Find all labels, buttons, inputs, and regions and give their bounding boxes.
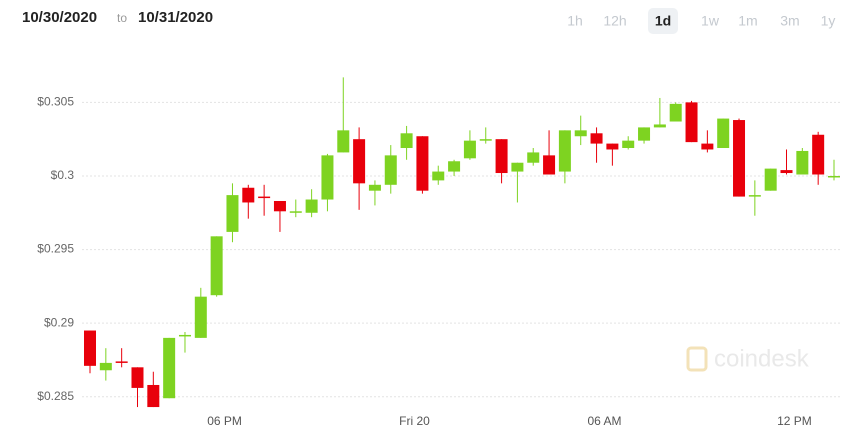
date-to: 10/31/2020 xyxy=(138,9,213,26)
date-to-word: to xyxy=(117,11,127,25)
watermark: coindesk xyxy=(714,345,810,372)
range-button[interactable]: 3m xyxy=(780,13,799,29)
candle-body xyxy=(511,162,524,172)
candle-body xyxy=(733,120,746,197)
candle-body xyxy=(828,175,840,178)
candle-body xyxy=(796,150,809,175)
y-tick-label: $0.295 xyxy=(37,242,74,256)
date-from: 10/30/2020 xyxy=(22,9,97,26)
range-button[interactable]: 1m xyxy=(738,13,757,29)
candle-body xyxy=(115,361,128,363)
candle-body xyxy=(258,196,271,199)
candle-body xyxy=(606,143,619,150)
x-tick-label: Fri 20 xyxy=(399,414,430,428)
y-tick-label: $0.285 xyxy=(37,389,74,403)
candle-body xyxy=(495,139,508,174)
candle-body xyxy=(448,161,461,172)
candle-body xyxy=(337,130,350,153)
candle-body xyxy=(574,130,587,137)
candle-body xyxy=(273,200,286,212)
candle-body xyxy=(289,211,302,213)
y-tick-label: $0.305 xyxy=(37,95,74,109)
candle-body xyxy=(432,171,445,181)
candle-body xyxy=(748,195,761,197)
y-tick-label: $0.3 xyxy=(51,168,75,182)
candle-body xyxy=(622,140,635,149)
candle-body xyxy=(368,184,381,191)
candle-body xyxy=(701,143,714,150)
range-button[interactable]: 12h xyxy=(603,13,626,29)
candle-body xyxy=(353,139,366,184)
range-button[interactable]: 1d xyxy=(655,13,671,29)
range-button[interactable]: 1y xyxy=(821,13,836,29)
candle-body xyxy=(780,170,793,174)
candle-body xyxy=(147,384,160,408)
candle-body xyxy=(558,130,571,172)
candle-body xyxy=(717,118,730,149)
watermark-icon xyxy=(686,346,708,372)
candle-body xyxy=(527,152,540,163)
candle-body xyxy=(638,127,651,141)
x-tick-label: 06 AM xyxy=(587,414,621,428)
candle-body xyxy=(242,187,255,203)
candle-body xyxy=(226,195,239,232)
candle-body xyxy=(400,133,413,149)
candle-body xyxy=(543,155,556,175)
candle-body xyxy=(210,236,223,296)
candle-body xyxy=(305,199,318,213)
candle-body xyxy=(653,124,666,128)
range-selected-bg xyxy=(648,8,678,34)
candle-body xyxy=(764,168,777,191)
candle-body xyxy=(590,133,603,144)
candle-body xyxy=(84,330,96,366)
y-tick-label: $0.29 xyxy=(44,315,74,329)
candle-body xyxy=(321,155,334,200)
candle-body xyxy=(163,337,176,399)
candle-body xyxy=(669,103,682,122)
candle-body xyxy=(812,134,825,175)
candle-body xyxy=(463,140,476,159)
candle-body xyxy=(178,334,191,337)
range-button[interactable]: 1h xyxy=(567,13,583,29)
candle-body xyxy=(384,155,397,185)
candle-body xyxy=(99,362,112,371)
range-button[interactable]: 1w xyxy=(701,13,720,29)
x-tick-label: 06 PM xyxy=(207,414,242,428)
candle-body xyxy=(416,136,429,191)
candle-body xyxy=(131,367,144,388)
candle-body xyxy=(194,296,207,338)
candle-body xyxy=(479,139,492,141)
x-tick-label: 12 PM xyxy=(777,414,812,428)
candle-body xyxy=(685,102,698,143)
